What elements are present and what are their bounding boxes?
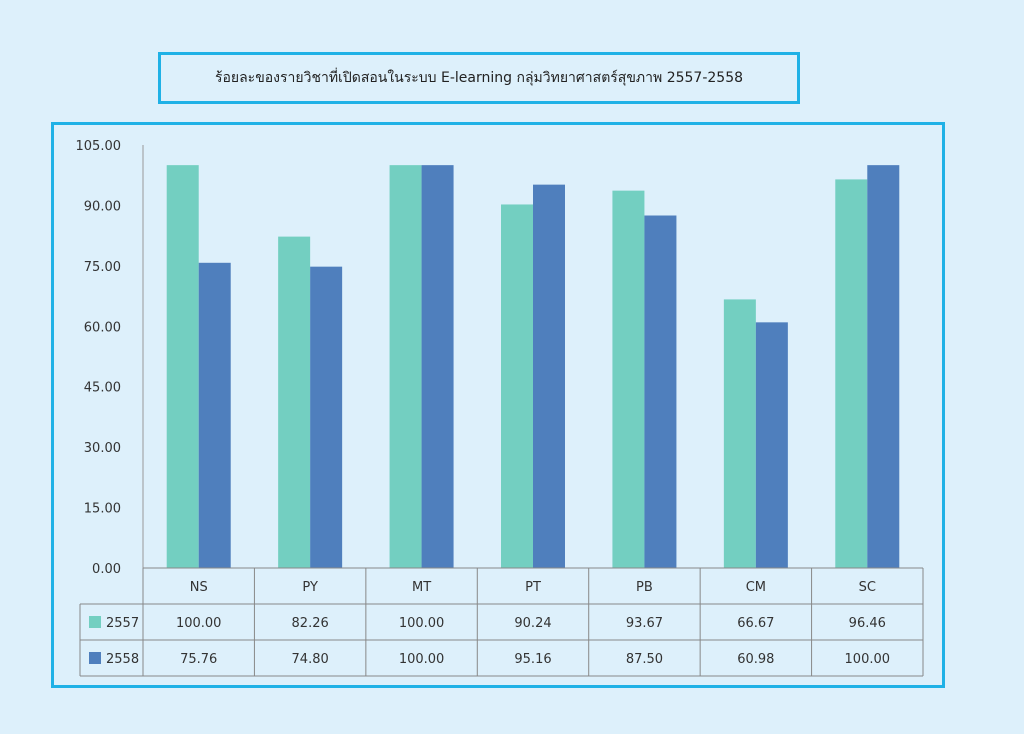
data-label: 100.00 bbox=[399, 652, 445, 667]
y-tick-label: 105.00 bbox=[76, 139, 122, 154]
data-label: 100.00 bbox=[845, 652, 891, 667]
data-label: 74.80 bbox=[292, 652, 329, 667]
y-tick-label: 60.00 bbox=[84, 320, 121, 335]
chart-title-box: ร้อยละของรายวิชาที่เปิดสอนในระบบ E-learn… bbox=[158, 52, 800, 104]
bar-2558-SC bbox=[867, 165, 900, 568]
y-tick-label: 45.00 bbox=[84, 381, 121, 396]
data-label: 82.26 bbox=[292, 616, 329, 631]
x-tick-label: SC bbox=[859, 580, 876, 595]
bar-2557-NS bbox=[166, 165, 199, 568]
data-label: 93.67 bbox=[626, 616, 663, 631]
data-label: 60.98 bbox=[737, 652, 774, 667]
x-tick-label: PY bbox=[302, 580, 318, 595]
bar-2557-SC bbox=[835, 179, 868, 569]
bar-2557-PY bbox=[278, 236, 311, 568]
data-label: 66.67 bbox=[737, 616, 774, 631]
bar-2557-PB bbox=[612, 190, 645, 568]
x-tick-label: MT bbox=[412, 580, 431, 595]
y-tick-label: 15.00 bbox=[84, 502, 121, 517]
data-label: 100.00 bbox=[399, 616, 445, 631]
bar-2557-CM bbox=[723, 299, 756, 568]
legend-swatch-2558 bbox=[89, 652, 101, 664]
data-label: 87.50 bbox=[626, 652, 663, 667]
data-label: 75.76 bbox=[180, 652, 217, 667]
data-label: 95.16 bbox=[514, 652, 551, 667]
chart-title: ร้อยละของรายวิชาที่เปิดสอนในระบบ E-learn… bbox=[214, 70, 744, 86]
legend-swatch-2557 bbox=[89, 616, 101, 628]
bar-2558-PB bbox=[644, 215, 677, 568]
x-tick-label: CM bbox=[746, 580, 766, 595]
y-tick-label: 30.00 bbox=[84, 441, 121, 456]
bar-2558-MT bbox=[421, 165, 454, 568]
legend-label: 2558 bbox=[106, 652, 139, 667]
y-tick-label: 0.00 bbox=[92, 562, 121, 577]
y-tick-label: 90.00 bbox=[84, 199, 121, 214]
x-tick-label: PT bbox=[525, 580, 541, 595]
data-label: 90.24 bbox=[514, 616, 551, 631]
x-tick-label: PB bbox=[636, 580, 653, 595]
bar-2557-MT bbox=[389, 165, 422, 568]
bar-2557-PT bbox=[501, 204, 533, 568]
data-label: 100.00 bbox=[176, 616, 222, 631]
bar-2558-PT bbox=[533, 184, 565, 568]
bar-2558-CM bbox=[755, 322, 788, 568]
data-label: 96.46 bbox=[849, 616, 886, 631]
legend-label: 2557 bbox=[106, 616, 139, 631]
y-tick-label: 75.00 bbox=[84, 260, 121, 275]
x-tick-label: NS bbox=[190, 580, 208, 595]
bar-2558-NS bbox=[198, 262, 231, 568]
bar-2558-PY bbox=[310, 266, 343, 568]
